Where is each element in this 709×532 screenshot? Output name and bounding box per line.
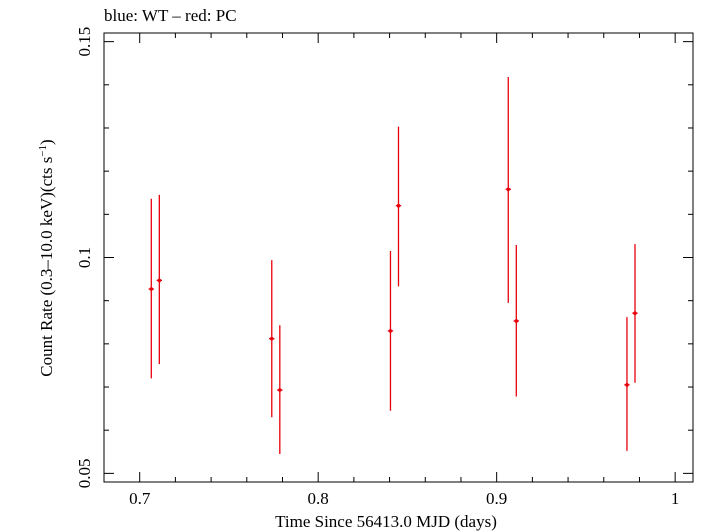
chart-title: blue: WT – red: PC bbox=[104, 6, 237, 25]
data-point bbox=[269, 260, 275, 418]
data-point bbox=[632, 244, 638, 383]
y-tick-label: 0.05 bbox=[75, 458, 94, 488]
y-tick-label: 0.1 bbox=[75, 247, 94, 268]
x-tick-label: 0.7 bbox=[129, 489, 151, 508]
x-axis-label: Time Since 56413.0 MJD (days) bbox=[275, 512, 497, 531]
data-point bbox=[277, 325, 283, 454]
point-marker bbox=[149, 287, 154, 291]
data-point bbox=[387, 251, 394, 411]
point-marker bbox=[506, 187, 511, 192]
data-point bbox=[148, 198, 154, 379]
point-marker bbox=[278, 388, 282, 392]
point-marker bbox=[157, 278, 162, 283]
x-tick-label: 0.9 bbox=[486, 489, 507, 508]
x-tick-label: 1 bbox=[671, 489, 680, 508]
point-marker bbox=[269, 336, 274, 341]
data-point bbox=[505, 77, 511, 303]
y-axis-label-close: ) bbox=[37, 139, 56, 145]
data-point bbox=[156, 194, 163, 365]
y-axis-label-main: Count Rate (0.3–10.0 keV)(cts s bbox=[37, 157, 56, 377]
data-point bbox=[395, 126, 402, 287]
y-axis-label-exponent: −1 bbox=[37, 145, 49, 157]
x-tick-label: 0.8 bbox=[308, 489, 329, 508]
data-point bbox=[513, 244, 519, 397]
point-marker bbox=[633, 311, 637, 315]
axis-tick-labels: 0.7 0.8 0.9 1 0.05 0.1 0.15 bbox=[75, 27, 679, 508]
point-marker bbox=[625, 383, 629, 387]
point-marker bbox=[388, 329, 393, 333]
data-point bbox=[624, 317, 630, 451]
point-marker bbox=[396, 203, 401, 208]
y-axis-label: Count Rate (0.3–10.0 keV)(cts s−1) bbox=[37, 139, 56, 376]
y-tick-label: 0.15 bbox=[75, 27, 94, 57]
axis-ticks bbox=[103, 33, 693, 482]
point-marker bbox=[514, 319, 519, 323]
data-points bbox=[148, 77, 638, 454]
